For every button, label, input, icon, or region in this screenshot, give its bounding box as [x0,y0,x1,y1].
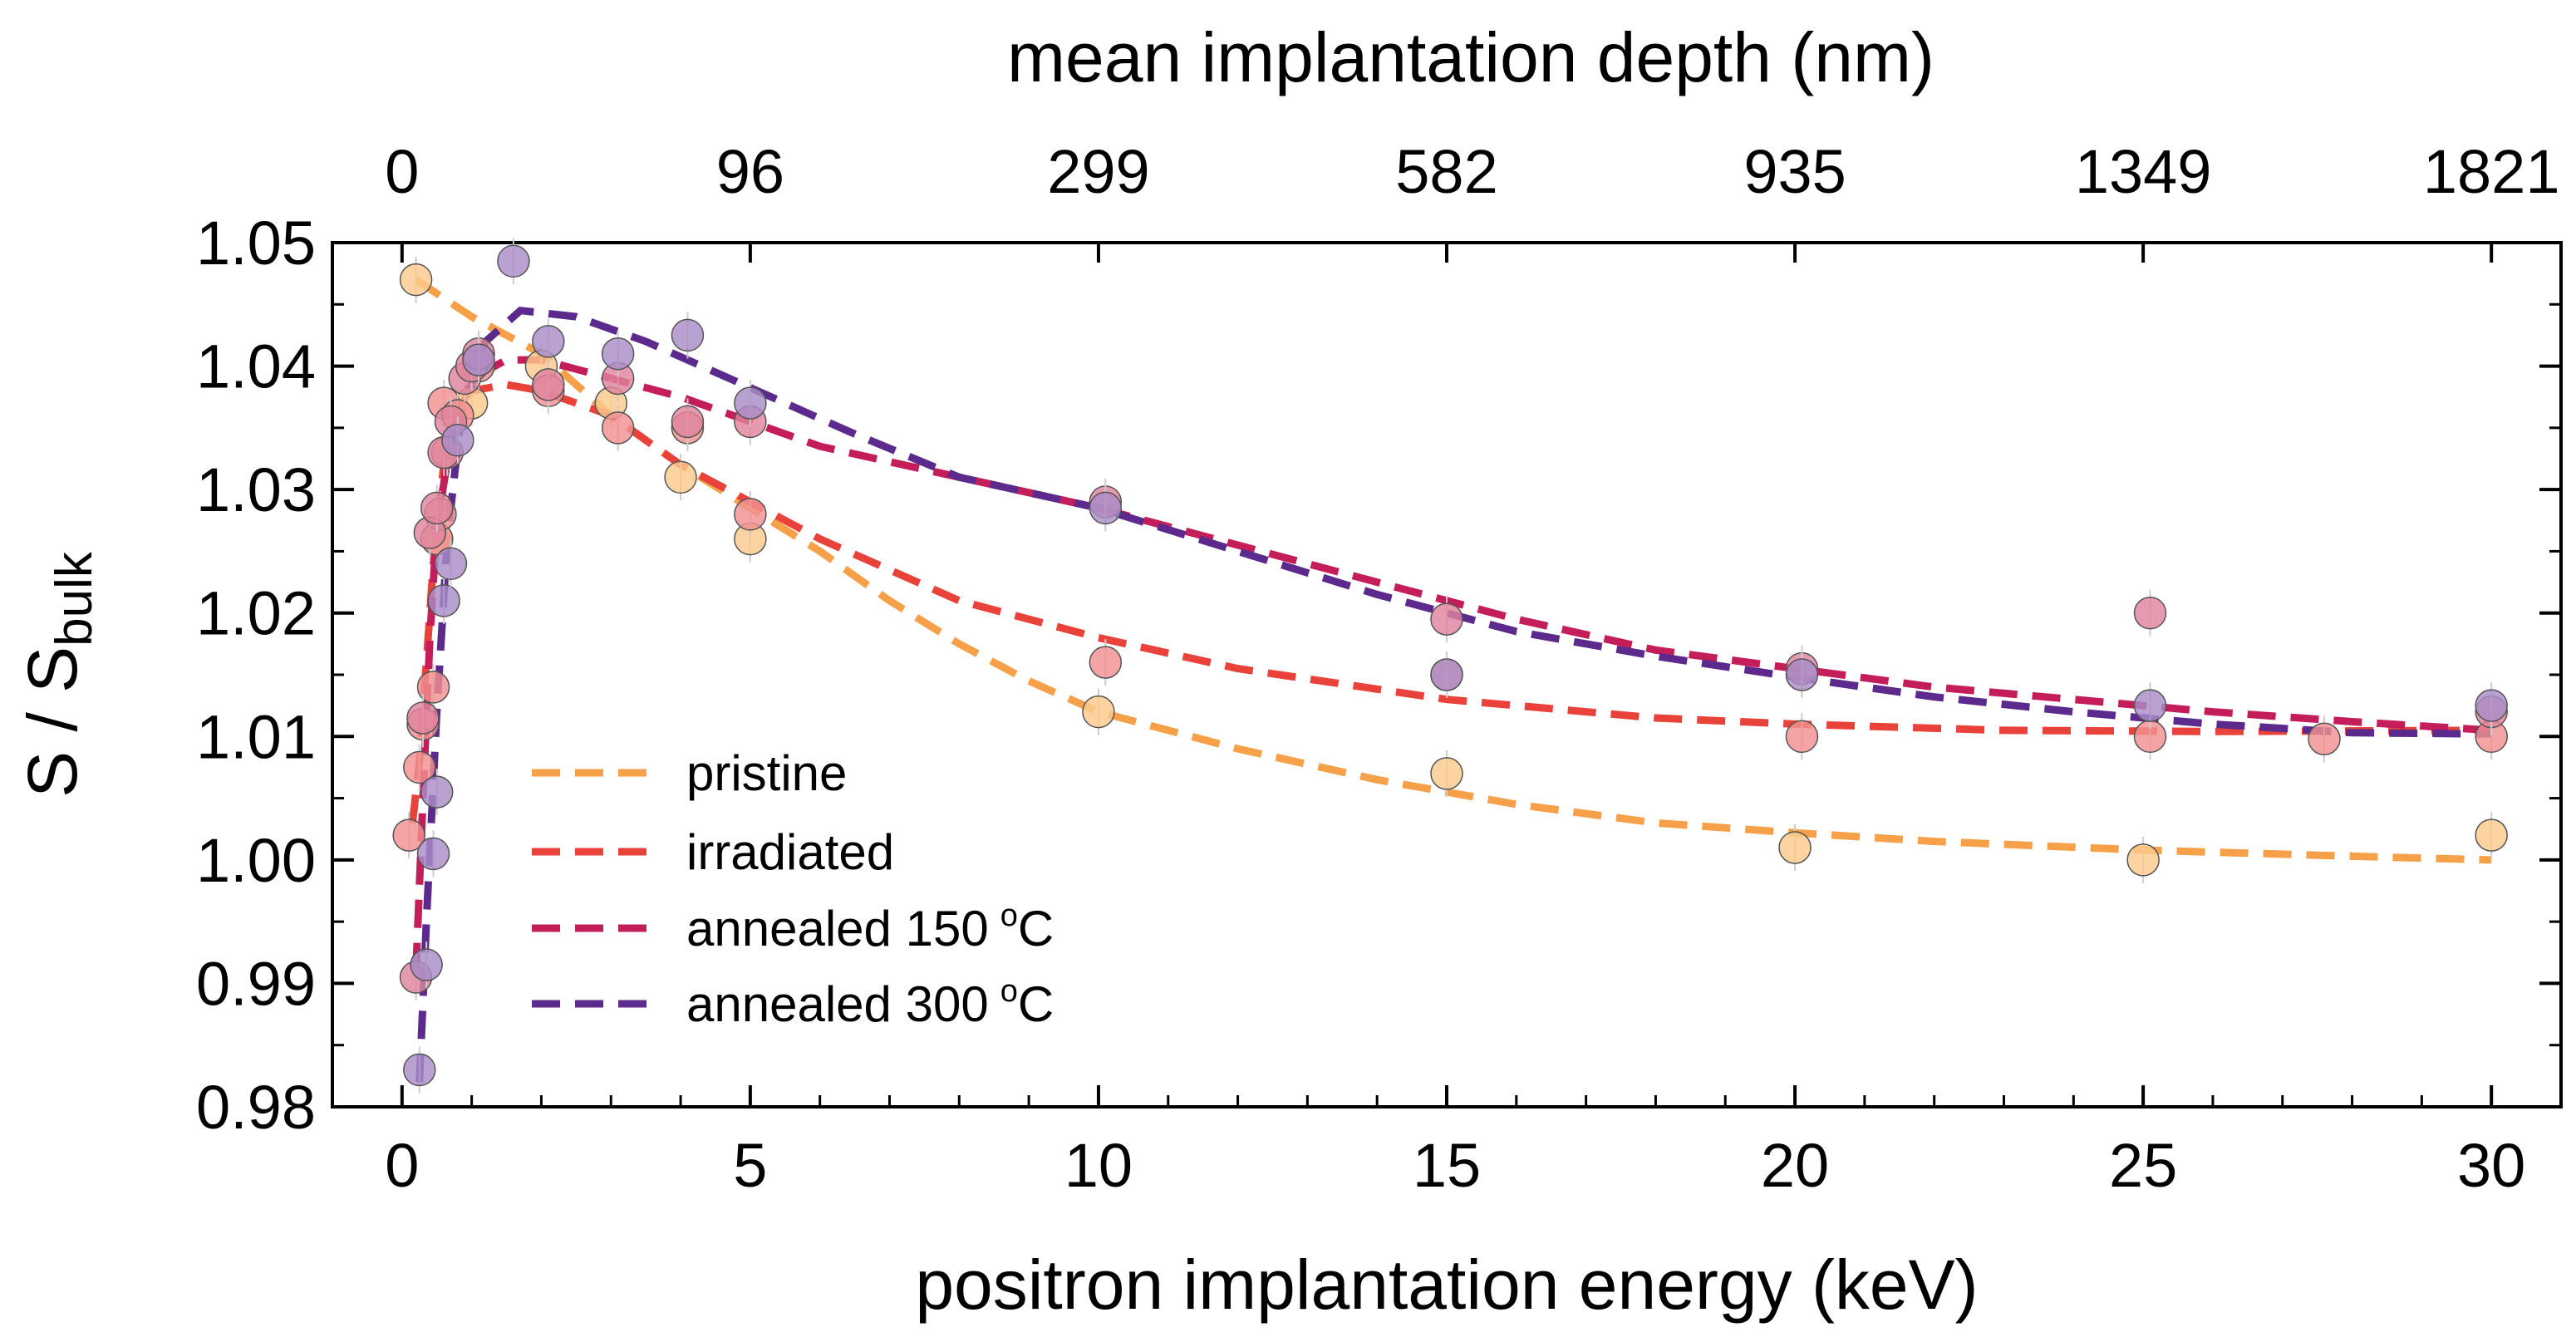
y-tick-label: 0.99 [196,949,316,1018]
data-point-series-3 [416,837,450,871]
data-point-series-3 [2475,689,2508,722]
data-point-series-2 [406,701,440,735]
data-point-series-1 [392,818,425,852]
top-tick-label: 0 [385,137,419,206]
degree-sign: o [1000,974,1018,1009]
legend-label-annealed-300: annealed 300 oC [686,974,1054,1032]
axis-ticks [332,241,2561,1109]
data-markers [392,238,2508,1094]
data-point-series-2 [532,368,565,401]
y-tick-label: 1.03 [196,455,316,524]
data-point-series-3 [1430,658,1463,691]
fit-curve-3 [415,307,2492,1083]
x-tick-label: 5 [733,1131,767,1200]
data-point-series-1 [416,671,450,704]
data-point-series-3 [2133,689,2167,722]
legend-label-annealed-300-text: annealed 300 [686,976,989,1032]
y-tick-label: 1.00 [196,826,316,895]
data-point-series-3 [532,325,565,358]
legend-label-annealed-150-unit: C [1018,901,1054,956]
y-axis-title: S / Sbulk [13,551,103,798]
top-tick-label: 1821 [2423,137,2560,206]
data-point-series-0 [2126,843,2160,877]
data-point-series-3 [601,337,635,371]
data-point-series-3 [497,244,530,278]
y-axis-title-main: S / S [13,646,91,798]
data-point-series-2 [2133,596,2167,630]
x-tick-label: 30 [2457,1131,2525,1200]
legend-label-irradiated: irradiated [686,824,894,880]
fit-curve-2 [412,356,2492,971]
legend-label-annealed-150-text: annealed 150 [686,901,989,956]
y-tick-label: 1.05 [196,209,316,278]
data-point-series-3 [1089,491,1123,525]
data-point-series-3 [427,584,460,617]
data-point-series-0 [1430,757,1463,790]
data-point-series-0 [399,263,433,297]
x-tick-label: 20 [1761,1131,1829,1200]
data-point-series-3 [403,1053,436,1087]
legend: pristine irradiated annealed 150 oC annea… [532,745,1054,1032]
data-point-series-3 [1785,658,1819,691]
y-tick-labels: 0.98 0.99 1.00 1.01 1.02 1.03 1.04 1.05 [196,209,316,1142]
top-tick-labels: 0 96 299 582 935 1349 1821 [385,137,2559,206]
data-point-series-1 [601,411,635,445]
data-point-series-3 [420,775,454,809]
data-point-series-1 [734,498,767,531]
data-point-series-3 [441,423,474,457]
x-axis-title: positron implantation energy (keV) [915,1246,1978,1324]
legend-label-annealed-300-unit: C [1018,976,1054,1032]
data-point-series-2 [420,491,454,525]
data-point-series-3 [462,343,495,376]
x-tick-label: 10 [1064,1131,1133,1200]
data-point-series-1 [2308,722,2341,756]
y-axis-title-text: S / Sbulk [13,551,103,798]
top-tick-label: 1349 [2075,137,2212,206]
top-tick-label: 935 [1743,137,1846,206]
x-tick-label: 15 [1413,1131,1481,1200]
data-point-series-1 [403,750,436,784]
data-point-series-2 [671,405,705,439]
data-point-series-1 [1785,720,1819,754]
legend-label-annealed-150: annealed 150 oC [686,898,1054,956]
top-axis-title: mean implantation depth (nm) [1007,18,1934,96]
y-tick-label: 1.04 [196,332,316,401]
degree-sign: o [1000,898,1018,933]
top-tick-label: 582 [1395,137,1497,206]
data-point-series-0 [1778,831,1812,864]
data-point-series-3 [671,318,705,352]
y-tick-label: 1.01 [196,702,316,771]
x-tick-label: 25 [2109,1131,2177,1200]
x-tick-label: 0 [385,1131,419,1200]
data-point-series-0 [1082,695,1115,729]
data-point-series-0 [2475,818,2508,852]
legend-label-pristine: pristine [686,745,847,801]
data-point-series-3 [434,547,468,581]
top-tick-label: 299 [1047,137,1149,206]
data-point-series-1 [1089,646,1123,679]
y-axis-title-sub: bulk [46,551,103,646]
x-tick-labels: 0 5 10 15 20 25 30 [385,1131,2525,1200]
top-tick-label: 96 [716,137,784,206]
data-point-series-2 [1430,602,1463,636]
y-tick-label: 1.02 [196,579,316,648]
data-point-series-3 [410,948,443,981]
y-tick-label: 0.98 [196,1073,316,1142]
data-point-series-3 [734,386,767,420]
data-point-series-0 [664,460,697,494]
